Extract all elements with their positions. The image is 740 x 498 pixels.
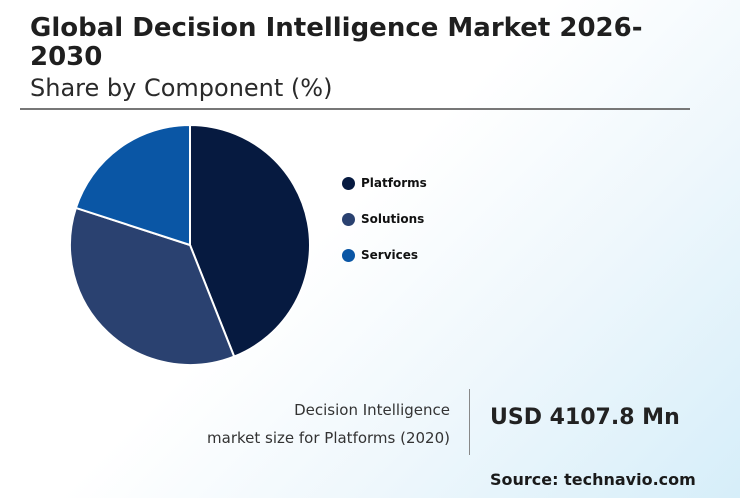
pie-slice-solutions [69, 206, 236, 366]
legend-label-services: Services [361, 248, 419, 262]
legend-swatch-services [342, 248, 355, 262]
pie-slice-services [74, 123, 191, 247]
header-divider [20, 108, 690, 110]
stat-caption-line-1: Decision Intelligence [294, 401, 450, 419]
legend-item-services: Services [342, 247, 427, 263]
chart-subtitle: Share by Component (%) [30, 74, 333, 102]
stat-divider [469, 389, 470, 455]
chart-legend: Platforms Solutions Services [342, 175, 427, 283]
legend-label-solutions: Solutions [361, 212, 425, 226]
legend-item-platforms: Platforms [342, 175, 427, 191]
legend-item-solutions: Solutions [342, 211, 427, 227]
source-credit: Source: technavio.com [490, 470, 696, 489]
pie-slice-platforms [189, 123, 311, 358]
legend-label-platforms: Platforms [361, 176, 427, 190]
stat-caption-line-2: market size for Platforms (2020) [207, 429, 450, 447]
legend-swatch-platforms [342, 176, 355, 190]
chart-title: Global Decision Intelligence Market 2026… [30, 13, 643, 72]
legend-swatch-solutions [342, 212, 355, 226]
stat-caption: Decision Intelligence market size for Pl… [207, 396, 450, 452]
stat-value: USD 4107.8 Mn [490, 405, 680, 430]
